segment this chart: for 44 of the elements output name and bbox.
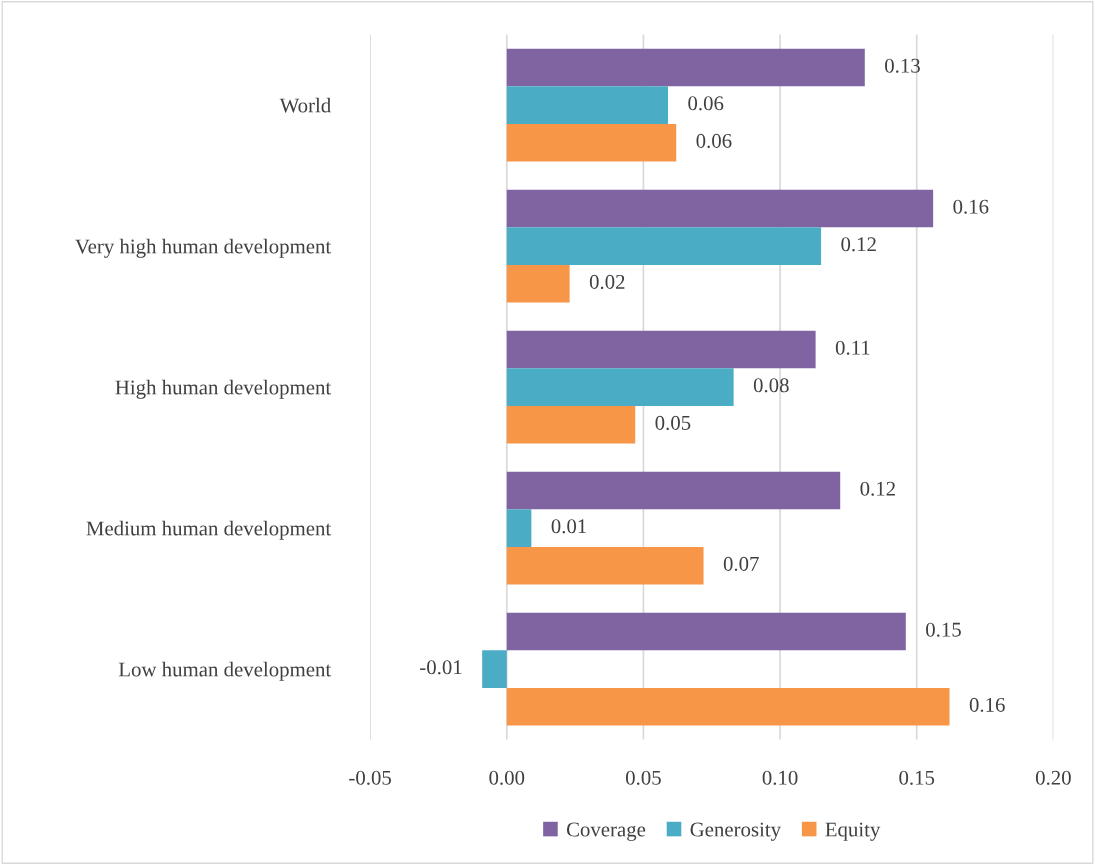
x-tick-label: 0.00	[489, 770, 525, 785]
data-label: 0.12	[860, 481, 895, 496]
data-label: 0.06	[696, 133, 732, 148]
y-tick-label: Low human development	[118, 661, 332, 681]
bar	[506, 509, 532, 547]
data-label: 0.01	[551, 519, 587, 534]
legend-label: Coverage	[566, 822, 646, 841]
bar	[506, 264, 570, 303]
data-label: 0.08	[753, 378, 789, 393]
x-tick-label: 0.15	[899, 770, 935, 785]
bar	[506, 48, 865, 87]
bar	[506, 471, 841, 510]
data-label: 0.12	[841, 237, 876, 252]
x-tick-label: -0.05	[349, 770, 391, 785]
bar	[506, 330, 816, 369]
bar	[482, 650, 507, 688]
data-label: 0.13	[885, 58, 920, 73]
data-label: 0.11	[835, 340, 870, 355]
data-label: 0.16	[953, 199, 989, 214]
data-label: -0.01	[420, 660, 462, 675]
bar	[506, 546, 704, 585]
y-tick-label: High human development	[115, 379, 332, 399]
data-label: 0.07	[723, 556, 759, 571]
bar	[506, 86, 669, 124]
data-label: 0.16	[969, 697, 1005, 712]
y-tick-label: Medium human development	[86, 520, 332, 540]
data-label: 0.06	[688, 96, 724, 111]
bar	[506, 189, 934, 228]
bar	[506, 123, 677, 162]
y-tick-label: Very high human development	[75, 238, 332, 258]
x-tick-label: 0.10	[762, 770, 798, 785]
bar	[506, 227, 822, 265]
bar	[506, 405, 636, 444]
legend-label: Generosity	[690, 822, 781, 841]
bar	[506, 687, 950, 726]
data-label: 0.02	[589, 274, 625, 289]
y-tick-label: World	[279, 97, 331, 113]
x-tick-label: 0.05	[625, 770, 661, 785]
data-label: 0.15	[926, 622, 961, 637]
bar	[506, 612, 906, 651]
data-label: 0.05	[655, 415, 691, 430]
x-tick-label: 0.20	[1035, 770, 1071, 785]
bar	[506, 368, 734, 406]
legend-label: Equity	[825, 822, 881, 841]
